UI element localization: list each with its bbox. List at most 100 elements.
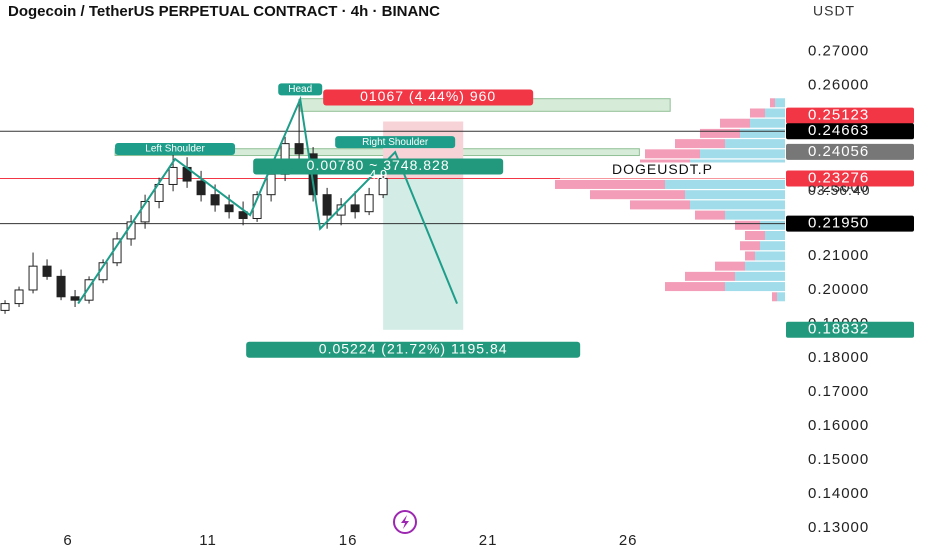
x-tick-label: 11 (199, 532, 217, 549)
volume-sell (630, 200, 690, 210)
price-badge-label: 0.18832 (808, 321, 869, 338)
volume-sell (675, 139, 725, 149)
y-tick-label: 0.17000 (808, 383, 869, 400)
candle-body (294, 143, 304, 155)
volume-sell (555, 179, 665, 189)
pattern-label: Head (288, 84, 312, 95)
x-tick-label: 21 (479, 532, 498, 549)
y-tick-label: 0.27000 (808, 43, 869, 60)
volume-buy (750, 118, 785, 128)
x-tick-label: 16 (339, 532, 358, 549)
candle-body (42, 265, 52, 277)
volume-sell (720, 118, 750, 128)
candle-body (28, 265, 38, 291)
candle-body (378, 177, 388, 196)
candle-body (84, 279, 94, 301)
position-label-box (246, 341, 581, 358)
candle-body (168, 166, 178, 185)
pattern-label: Left Shoulder (145, 144, 205, 155)
candle-body (140, 200, 150, 223)
position-label: 01067 (4.44%) 960 (360, 88, 496, 104)
y-tick-label: 0.16000 (808, 417, 869, 434)
volume-buy (665, 179, 785, 189)
candle-body (266, 173, 276, 196)
countdown-label: 03:56:40 (808, 182, 871, 198)
price-badge (786, 170, 914, 187)
pattern-label-box (115, 142, 236, 155)
pattern-label: Right Shoulder (362, 137, 429, 148)
y-tick-label: 0.18000 (808, 349, 869, 366)
price-badge (786, 143, 914, 160)
volume-buy (760, 220, 785, 230)
candle-body (322, 194, 332, 216)
position-label: 4.9 (369, 167, 387, 182)
price-badge-label: 0.23276 (808, 169, 869, 186)
candle-body (238, 211, 248, 220)
volume-buy (685, 190, 785, 200)
volume-sell (750, 108, 765, 118)
price-badge-label: 0.24663 (808, 122, 869, 139)
candle-body (14, 289, 24, 305)
volume-sell (645, 149, 700, 159)
volume-buy (725, 139, 785, 149)
volume-buy (725, 210, 785, 220)
volume-sell (740, 241, 760, 251)
price-badge (786, 123, 914, 140)
candle-body (56, 275, 66, 298)
x-tick-label: 26 (619, 532, 638, 549)
price-badge-label: 0.24056 (808, 143, 869, 160)
layers: Left Shoulder Head Right Shoulder 01067 (4.… (0, 43, 914, 549)
y-tick-label: 0.20000 (808, 281, 869, 298)
y-tick-label: 0.26000 (808, 77, 869, 94)
price-badge-label: 0.21950 (808, 215, 869, 232)
target-zone (383, 178, 464, 330)
volume-sell (700, 128, 740, 138)
volume-buy (745, 261, 785, 271)
volume-buy (765, 231, 785, 241)
volume-buy (760, 241, 785, 251)
price-badge (786, 215, 914, 232)
candle-body (364, 194, 374, 213)
position-label: 0.05224 (21.72%) 1195.84 (319, 340, 508, 356)
price-badge (786, 321, 914, 338)
symbol-label: DOGEUSDT.P (612, 161, 713, 177)
volume-buy (725, 282, 785, 292)
volume-buy (765, 108, 785, 118)
volume-sell (772, 292, 777, 302)
volume-buy (755, 251, 785, 261)
y-tick-label: 0.15000 (808, 451, 869, 468)
volume-buy (777, 292, 785, 302)
pattern-line (77, 95, 458, 305)
volume-buy (700, 149, 785, 159)
x-tick-label: 6 (63, 532, 72, 549)
volume-sell (770, 98, 775, 108)
candle-body (210, 194, 220, 206)
volume-sell (715, 261, 745, 271)
volume-sell (745, 231, 765, 241)
position-label-box (323, 89, 534, 106)
volume-buy (775, 98, 785, 108)
candle-body (196, 180, 206, 196)
volume-sell (745, 251, 755, 261)
symbol-box (560, 162, 785, 179)
position-label-box (253, 158, 504, 175)
y-tick-label: 0.14000 (808, 485, 869, 502)
pattern-label-box (335, 136, 456, 149)
volume-sell (590, 190, 685, 200)
y-tick-label: 0.21000 (808, 247, 869, 264)
candle-body (350, 204, 360, 213)
candle-body (0, 303, 10, 311)
volume-sell (685, 271, 735, 281)
volume-buy (740, 128, 785, 138)
volume-sell (735, 220, 760, 230)
position-label: 0.00780 ~ 3748.828 (307, 157, 450, 173)
currency: USDT (813, 3, 855, 19)
volume-sell (665, 282, 725, 292)
candle-body (70, 296, 80, 301)
volume-buy (735, 271, 785, 281)
candle-body (224, 204, 234, 213)
chart-title: Dogecoin / TetherUS PERPETUAL CONTRACT ·… (8, 3, 440, 20)
price-badge (786, 107, 914, 124)
